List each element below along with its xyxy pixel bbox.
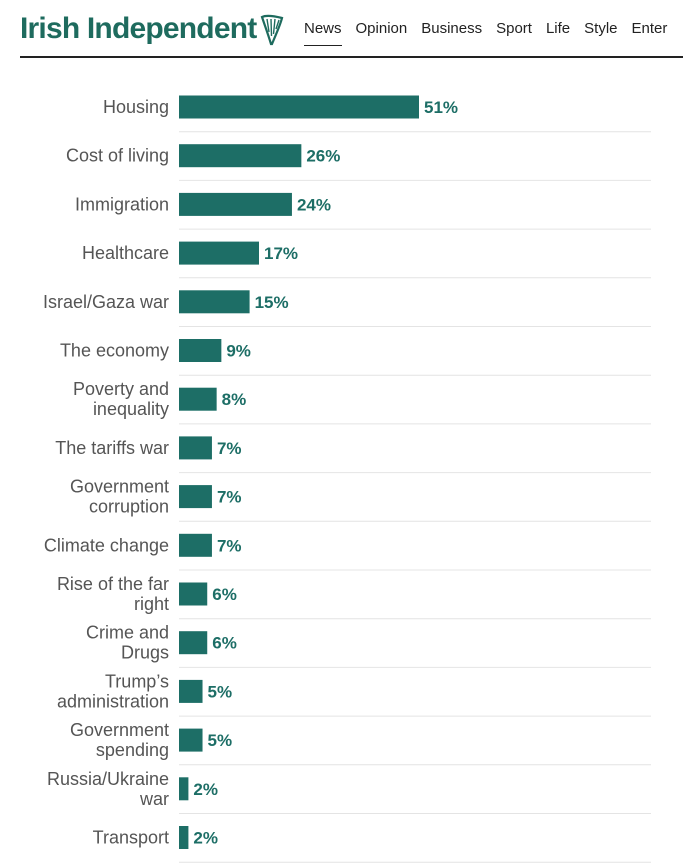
value-label-immigration: 24% — [297, 195, 331, 214]
value-label-the-economy: 9% — [226, 342, 251, 361]
bar-russia-ukraine-war — [179, 777, 189, 801]
nav-item-style[interactable]: Style — [584, 20, 618, 37]
value-label-rise-of-the-far-right: 6% — [212, 585, 237, 604]
category-label-rise-of-the-far-right: Rise of the far right — [57, 574, 169, 614]
bar-trump-s-administration — [179, 679, 203, 703]
bar-israel-gaza-war — [179, 290, 250, 314]
category-label-transport: Transport — [93, 828, 169, 848]
category-label-russia-ukraine-war: Russia/Ukraine war — [47, 769, 169, 809]
value-label-transport: 2% — [193, 829, 218, 848]
value-label-russia-ukraine-war: 2% — [193, 780, 218, 799]
bar-climate-change — [179, 533, 212, 557]
bar-transport — [179, 826, 189, 849]
value-label-trump-s-administration: 5% — [208, 682, 233, 701]
category-label-healthcare: Healthcare — [82, 243, 169, 263]
site-logo[interactable]: Irish Independent — [20, 12, 257, 45]
bar-cost-of-living — [179, 144, 302, 168]
category-label-poverty-and-inequality: Poverty and inequality — [73, 379, 169, 419]
category-label-government-spending: Government spending — [70, 720, 169, 760]
category-label-housing: Housing — [103, 97, 169, 117]
bar-government-corruption — [179, 485, 212, 509]
main-nav: News Opinion Business Sport Life Style E… — [304, 18, 681, 46]
bar-chart: Housing 51% Cost of living 26% Immigration 24… — [43, 95, 651, 863]
category-label-trump-s-administration: Trump’s administration — [57, 671, 169, 711]
value-label-crime-and-drugs: 6% — [212, 634, 237, 653]
bar-the-economy — [179, 339, 222, 362]
value-label-the-tariffs-war: 7% — [217, 439, 242, 458]
value-label-housing: 51% — [424, 98, 458, 117]
nav-item-business[interactable]: Business — [421, 20, 483, 37]
bar-healthcare — [179, 241, 259, 265]
bar-immigration — [179, 192, 292, 216]
bar-government-spending — [179, 728, 203, 752]
bar-poverty-and-inequality — [179, 387, 217, 411]
bar-crime-and-drugs — [179, 631, 208, 655]
category-label-the-tariffs-war: The tariffs war — [55, 438, 169, 458]
value-label-israel-gaza-war: 15% — [255, 293, 289, 312]
category-label-crime-and-drugs: Crime and Drugs — [86, 623, 169, 663]
category-label-immigration: Immigration — [75, 194, 169, 214]
category-label-israel-gaza-war: Israel/Gaza war — [43, 292, 169, 312]
category-label-climate-change: Climate change — [44, 535, 169, 555]
nav-item-life[interactable]: Life — [545, 20, 571, 37]
value-label-government-spending: 5% — [208, 731, 233, 750]
bar-housing — [179, 95, 419, 119]
value-label-cost-of-living: 26% — [306, 147, 340, 166]
bar-rise-of-the-far-right — [179, 582, 208, 606]
nav-item-opinion[interactable]: Opinion — [355, 20, 408, 37]
value-label-government-corruption: 7% — [217, 488, 242, 507]
harp-icon — [260, 14, 284, 46]
header-divider — [20, 56, 683, 58]
bar-the-tariffs-war — [179, 436, 212, 460]
site-header: Irish Independent News Opinion Business … — [0, 0, 683, 58]
category-label-government-corruption: Government corruption — [70, 477, 169, 517]
value-label-climate-change: 7% — [217, 536, 242, 555]
category-label-cost-of-living: Cost of living — [66, 146, 169, 166]
nav-item-entertainment[interactable]: Enter — [631, 20, 668, 37]
nav-item-sport[interactable]: Sport — [496, 20, 532, 37]
category-label-the-economy: The economy — [60, 341, 169, 361]
nav-item-news[interactable]: News — [304, 18, 342, 46]
value-label-healthcare: 17% — [264, 244, 298, 263]
value-label-poverty-and-inequality: 8% — [222, 390, 247, 409]
